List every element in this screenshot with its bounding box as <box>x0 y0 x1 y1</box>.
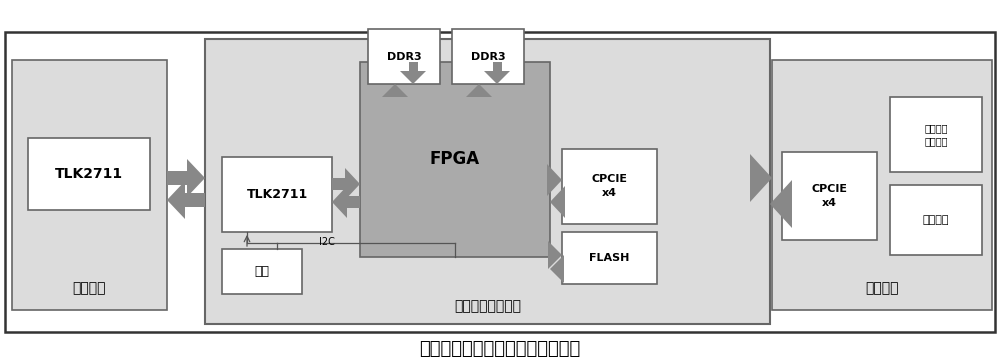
Text: I2C: I2C <box>319 237 335 247</box>
Bar <box>360 62 550 257</box>
Text: 收发控制: 收发控制 <box>923 215 949 225</box>
Bar <box>890 97 982 172</box>
Text: 时钟: 时钟 <box>254 265 270 278</box>
Text: DDR3: DDR3 <box>387 51 421 62</box>
Text: TLK2711: TLK2711 <box>55 167 123 181</box>
Polygon shape <box>345 168 360 200</box>
Text: 参数配置
状态监显: 参数配置 状态监显 <box>924 123 948 146</box>
Text: CPCIE
x4: CPCIE x4 <box>812 184 848 208</box>
Text: 处理模块: 处理模块 <box>865 281 899 295</box>
Text: 采集与传输子模块: 采集与传输子模块 <box>454 299 521 313</box>
Bar <box>562 232 657 284</box>
Bar <box>492 62 502 71</box>
Polygon shape <box>550 255 564 283</box>
Bar <box>332 178 345 190</box>
Polygon shape <box>400 71 426 84</box>
Text: 高速数据采集与传输地面测试系统: 高速数据采集与传输地面测试系统 <box>419 340 581 358</box>
Polygon shape <box>466 84 492 97</box>
Bar <box>409 62 418 71</box>
Polygon shape <box>547 164 562 196</box>
Polygon shape <box>750 154 772 202</box>
Bar <box>28 138 150 210</box>
Bar <box>890 185 982 255</box>
Bar <box>782 152 877 240</box>
Text: 有效载荷: 有效载荷 <box>73 281 106 295</box>
Bar <box>368 29 440 84</box>
Bar <box>222 249 302 294</box>
Polygon shape <box>550 186 565 218</box>
Bar <box>185 193 205 207</box>
Bar <box>452 29 524 84</box>
Text: CPCIE
x4: CPCIE x4 <box>592 174 628 198</box>
Polygon shape <box>770 180 792 228</box>
Text: FLASH: FLASH <box>589 253 630 263</box>
Polygon shape <box>484 71 510 84</box>
Bar <box>167 171 187 185</box>
Bar <box>562 149 657 224</box>
Text: FPGA: FPGA <box>430 151 480 168</box>
Text: DDR3: DDR3 <box>471 51 505 62</box>
Bar <box>5 32 995 332</box>
Polygon shape <box>332 186 347 218</box>
Polygon shape <box>167 181 185 219</box>
Text: TLK2711: TLK2711 <box>246 188 308 201</box>
Polygon shape <box>187 159 205 197</box>
Bar <box>222 157 332 232</box>
Polygon shape <box>548 241 562 269</box>
Bar <box>772 60 992 310</box>
Bar <box>205 39 770 324</box>
Bar <box>12 60 167 310</box>
Polygon shape <box>382 84 408 97</box>
Bar <box>347 196 360 208</box>
